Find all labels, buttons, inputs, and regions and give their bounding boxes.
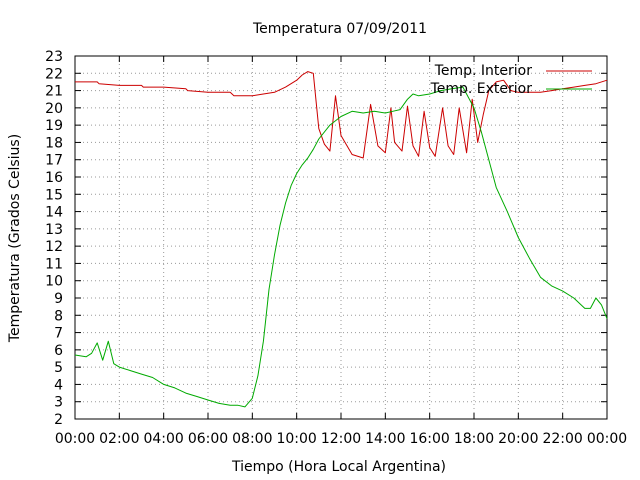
legend-label-temp-interior: Temp. Interior	[434, 63, 533, 79]
y-tick-label: 7	[54, 326, 63, 342]
x-tick-label: 12:00	[321, 431, 361, 447]
x-tick-label: 06:00	[188, 431, 228, 447]
y-tick-label: 9	[54, 291, 63, 307]
data-series	[74, 71, 608, 408]
x-tick-label: 04:00	[143, 431, 183, 447]
y-tick-label: 3	[54, 395, 63, 411]
y-tick-label: 6	[54, 343, 63, 359]
y-tick-label: 23	[45, 49, 63, 65]
y-tick-label: 21	[45, 84, 63, 100]
y-tick-label: 4	[54, 377, 63, 393]
chart-title: Temperatura 07/09/2011	[252, 21, 427, 37]
y-tick-label: 17	[45, 153, 63, 169]
y-tick-label: 5	[54, 360, 63, 376]
x-tick-labels: 00:00 02:00 04:00 06:00 08:00 10:00 12:00 14:00…	[55, 431, 627, 447]
y-tick-label: 16	[45, 170, 63, 186]
x-tick-label: 08:00	[232, 431, 272, 447]
y-tick-label: 11	[45, 256, 63, 272]
y-tick-label: 2	[54, 412, 63, 428]
y-tick-label: 19	[45, 118, 63, 134]
y-tick-label: 12	[45, 239, 63, 255]
y-axis-title: Temperatura (Grados Celsius)	[7, 134, 23, 343]
y-tick-label: 10	[45, 274, 63, 290]
grid-lines	[75, 56, 607, 419]
y-tick-label: 22	[45, 66, 63, 82]
x-tick-label: 02:00	[99, 431, 139, 447]
x-tick-label: 14:00	[365, 431, 405, 447]
axes	[74, 55, 608, 420]
y-tick-label: 13	[45, 222, 63, 238]
x-tick-label: 18:00	[454, 431, 494, 447]
x-tick-label: 00:00	[55, 431, 95, 447]
legend: Temp. Interior Temp. Exterior	[430, 63, 592, 97]
series-line-temp-interior	[75, 71, 608, 159]
legend-label-temp-exterior: Temp. Exterior	[430, 81, 533, 97]
y-tick-label: 20	[45, 101, 63, 117]
x-tick-label: 22:00	[542, 431, 582, 447]
y-tick-label: 15	[45, 187, 63, 203]
y-tick-label: 18	[45, 135, 63, 151]
y-tick-label: 14	[45, 205, 63, 221]
series-line-temp-exterior	[74, 86, 608, 408]
x-tick-label: 20:00	[498, 431, 538, 447]
y-tick-label: 8	[54, 308, 63, 324]
x-tick-label: 00:00	[587, 431, 627, 447]
x-axis-title: Tiempo (Hora Local Argentina)	[231, 459, 446, 475]
x-tick-label: 10:00	[276, 431, 316, 447]
x-tick-label: 16:00	[409, 431, 449, 447]
